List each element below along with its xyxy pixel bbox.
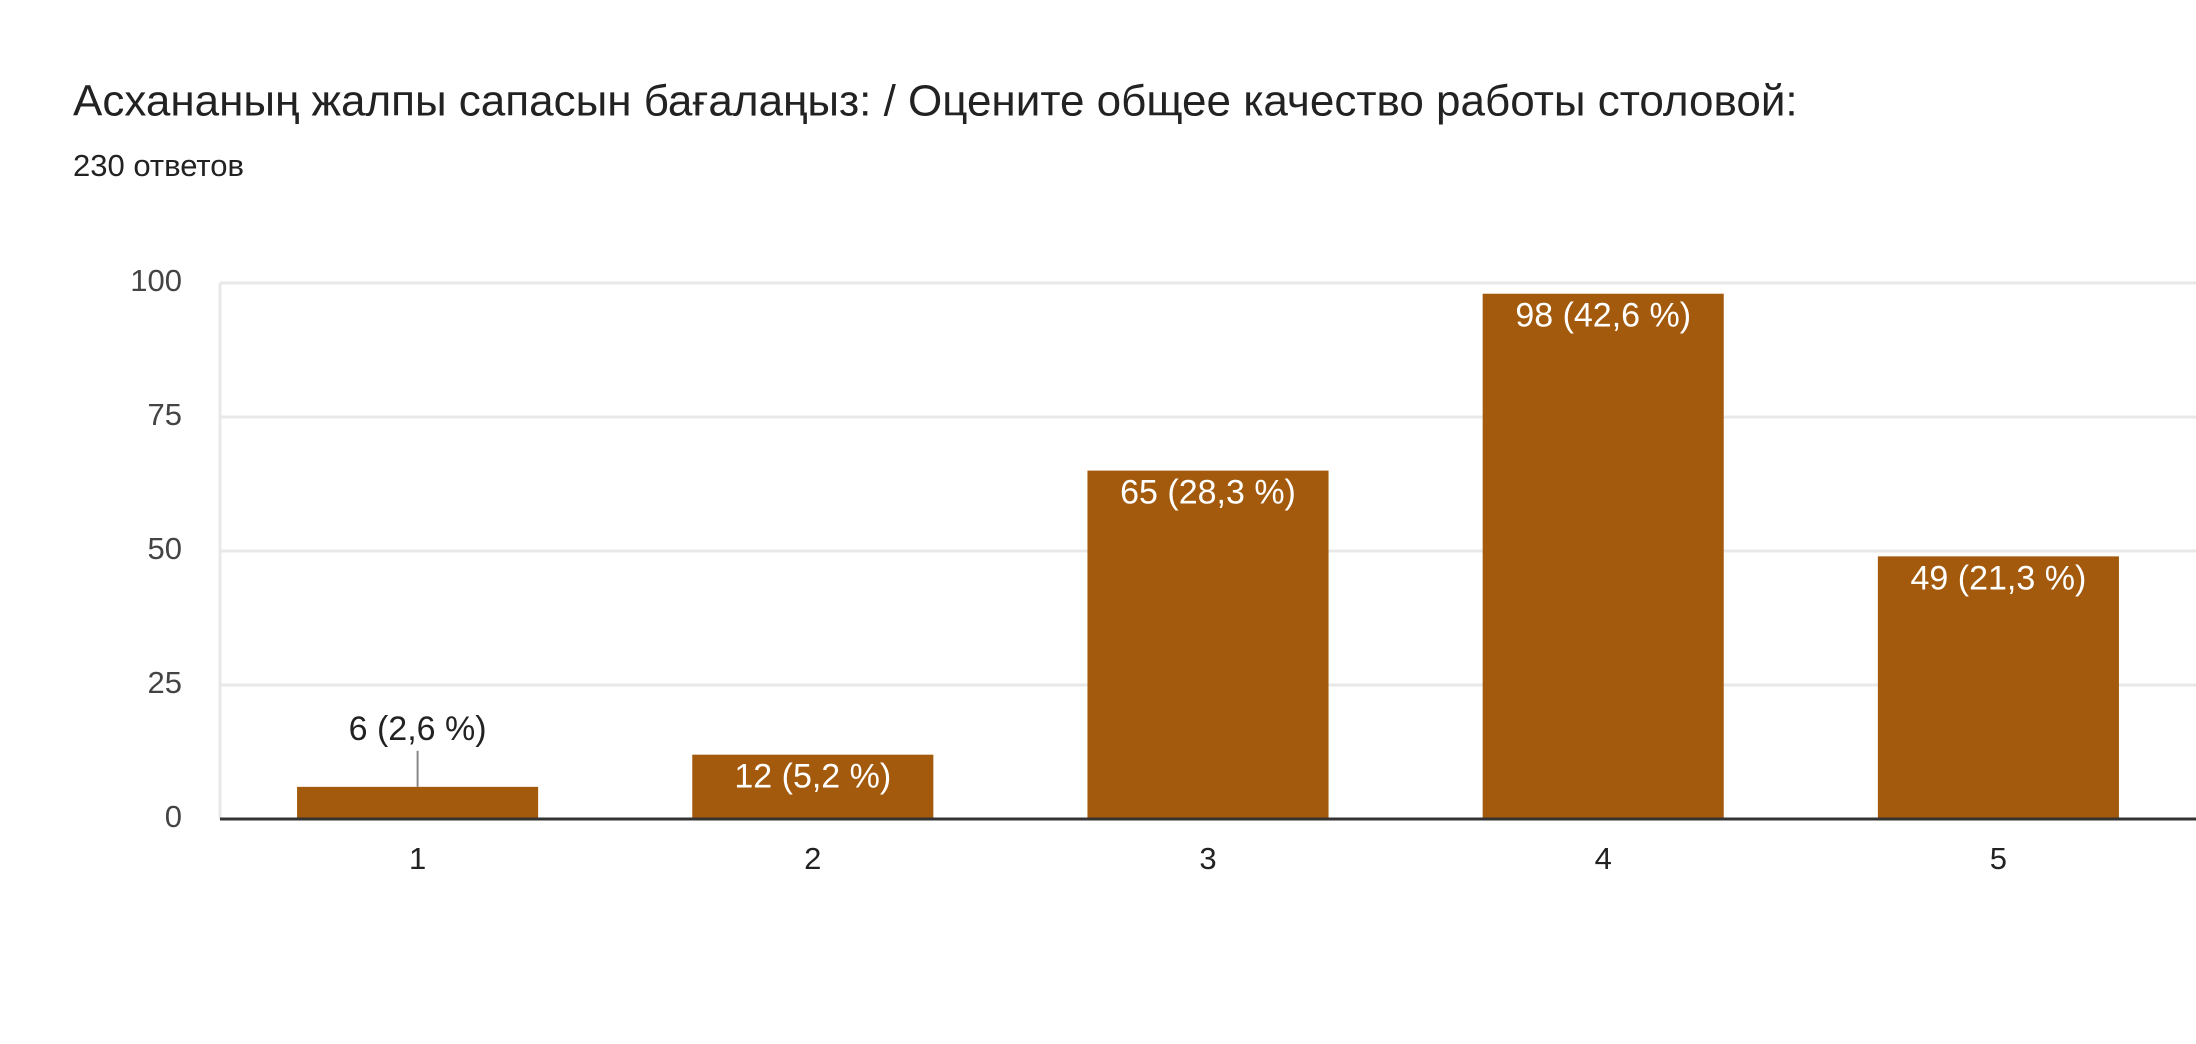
- x-tick-label: 3: [1199, 841, 1216, 876]
- data-label: 49 (21,3 %): [1911, 559, 2087, 597]
- bar: [1087, 470, 1329, 819]
- data-label: 98 (42,6 %): [1515, 297, 1691, 335]
- y-tick-label: 25: [148, 665, 182, 700]
- x-tick-label: 4: [1595, 841, 1612, 876]
- x-tick-label: 1: [409, 841, 426, 876]
- data-label: 6 (2,6 %): [349, 710, 487, 748]
- x-tick-label: 5: [1990, 841, 2007, 876]
- x-tick-label: 2: [804, 841, 821, 876]
- data-label: 65 (28,3 %): [1120, 474, 1296, 512]
- y-tick-label: 50: [148, 531, 182, 566]
- bar: [692, 754, 934, 819]
- y-tick-label: 100: [130, 263, 182, 298]
- bar: [1482, 293, 1724, 820]
- y-tick-label: 0: [165, 799, 182, 834]
- y-tick-label: 75: [148, 397, 182, 432]
- chart-subtitle: 230 ответов: [73, 148, 244, 183]
- chart-title: Асхананың жалпы сапасын бағалаңыз: / Оце…: [73, 77, 1798, 126]
- bar: [1877, 556, 2119, 819]
- data-label: 12 (5,2 %): [734, 758, 891, 796]
- bar: [297, 786, 539, 819]
